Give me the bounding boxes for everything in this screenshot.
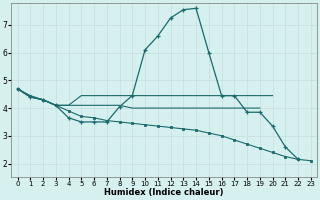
X-axis label: Humidex (Indice chaleur): Humidex (Indice chaleur) <box>104 188 224 197</box>
